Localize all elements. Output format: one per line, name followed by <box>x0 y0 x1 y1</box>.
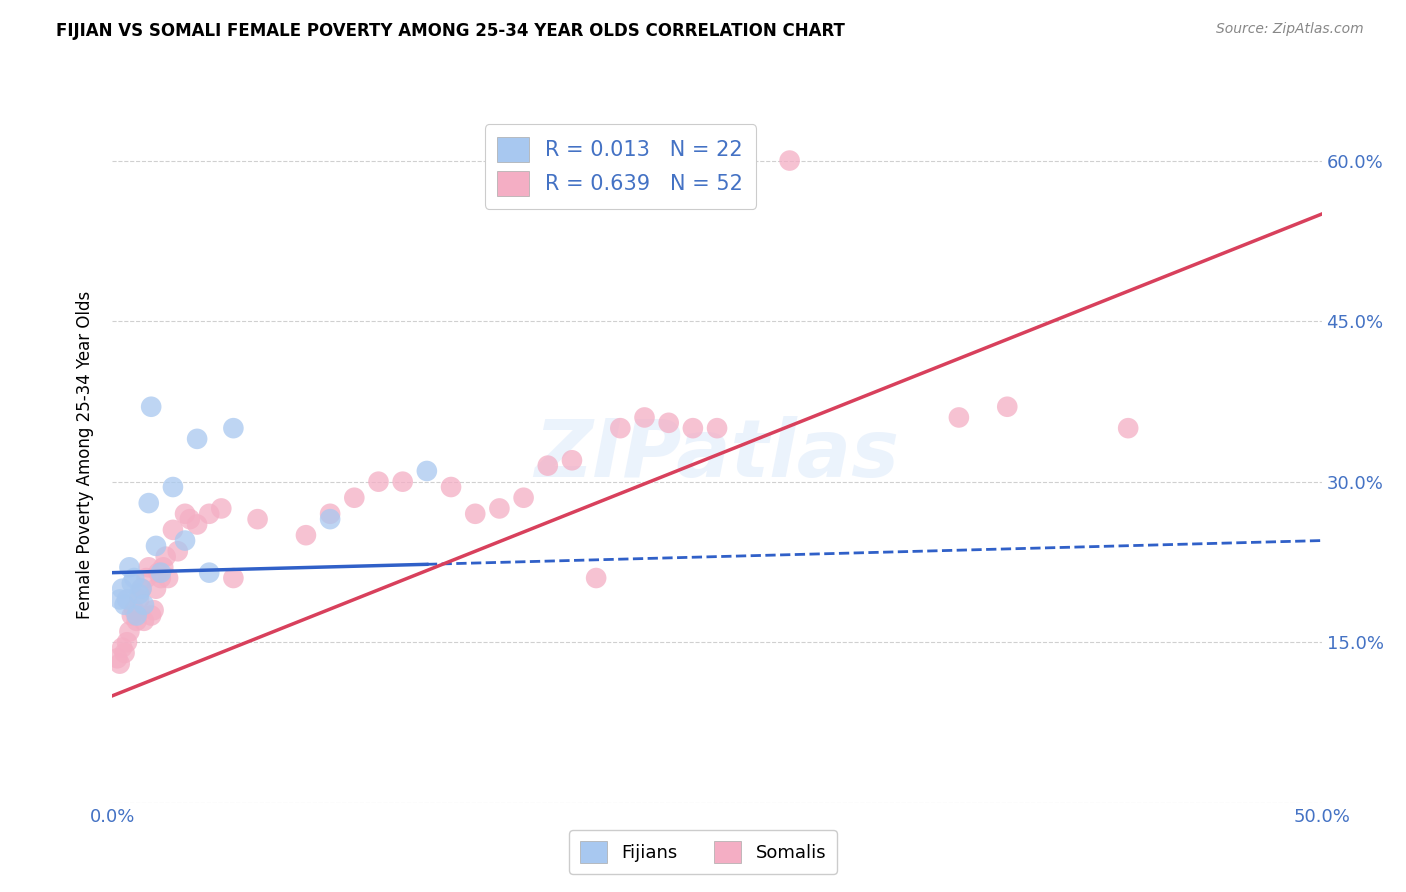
Text: FIJIAN VS SOMALI FEMALE POVERTY AMONG 25-34 YEAR OLDS CORRELATION CHART: FIJIAN VS SOMALI FEMALE POVERTY AMONG 25… <box>56 22 845 40</box>
Point <box>128 587 150 601</box>
Point <box>142 603 165 617</box>
Point <box>152 560 174 574</box>
Point <box>198 566 221 580</box>
Point <box>391 475 413 489</box>
Y-axis label: Female Poverty Among 25-34 Year Olds: Female Poverty Among 25-34 Year Olds <box>76 291 94 619</box>
Point <box>948 410 970 425</box>
Point <box>179 512 201 526</box>
Point <box>585 571 607 585</box>
Point <box>198 507 221 521</box>
Point <box>115 592 138 607</box>
Point <box>141 608 163 623</box>
Point <box>295 528 318 542</box>
Point <box>121 608 143 623</box>
Point <box>682 421 704 435</box>
Point <box>111 640 134 655</box>
Point <box>145 539 167 553</box>
Point <box>131 582 153 596</box>
Point <box>155 549 177 564</box>
Point <box>440 480 463 494</box>
Point <box>222 571 245 585</box>
Point <box>125 608 148 623</box>
Point <box>658 416 681 430</box>
Legend: Fijians, Somalis: Fijians, Somalis <box>569 830 837 874</box>
Point <box>125 614 148 628</box>
Point <box>174 533 197 548</box>
Point <box>132 598 155 612</box>
Point <box>367 475 389 489</box>
Point <box>118 624 141 639</box>
Point <box>222 421 245 435</box>
Point <box>108 657 131 671</box>
Point <box>148 566 170 580</box>
Point <box>609 421 631 435</box>
Point <box>122 571 145 585</box>
Point <box>319 512 342 526</box>
Point <box>114 598 136 612</box>
Point <box>166 544 188 558</box>
Point <box>162 523 184 537</box>
Point <box>157 571 180 585</box>
Point <box>319 507 342 521</box>
Point <box>186 432 208 446</box>
Point <box>111 582 134 596</box>
Point <box>174 507 197 521</box>
Point <box>145 582 167 596</box>
Point <box>122 603 145 617</box>
Point <box>537 458 560 473</box>
Point <box>121 576 143 591</box>
Point <box>995 400 1018 414</box>
Point <box>779 153 801 168</box>
Point <box>416 464 439 478</box>
Point <box>149 566 172 580</box>
Point <box>246 512 269 526</box>
Point <box>131 582 153 596</box>
Point <box>141 400 163 414</box>
Point <box>132 614 155 628</box>
Point <box>706 421 728 435</box>
Point <box>135 571 157 585</box>
Point <box>186 517 208 532</box>
Point <box>138 560 160 574</box>
Point <box>209 501 232 516</box>
Point <box>343 491 366 505</box>
Point <box>162 480 184 494</box>
Point <box>138 496 160 510</box>
Point <box>561 453 583 467</box>
Text: ZIPatlas: ZIPatlas <box>534 416 900 494</box>
Point <box>128 592 150 607</box>
Point <box>115 635 138 649</box>
Point <box>633 410 655 425</box>
Point <box>464 507 486 521</box>
Point <box>512 491 534 505</box>
Point <box>488 501 510 516</box>
Point <box>118 560 141 574</box>
Point <box>1116 421 1139 435</box>
Point <box>108 592 131 607</box>
Point <box>105 651 128 665</box>
Point <box>149 571 172 585</box>
Text: Source: ZipAtlas.com: Source: ZipAtlas.com <box>1216 22 1364 37</box>
Point <box>114 646 136 660</box>
Legend: R = 0.013   N = 22, R = 0.639   N = 52: R = 0.013 N = 22, R = 0.639 N = 52 <box>485 124 755 209</box>
